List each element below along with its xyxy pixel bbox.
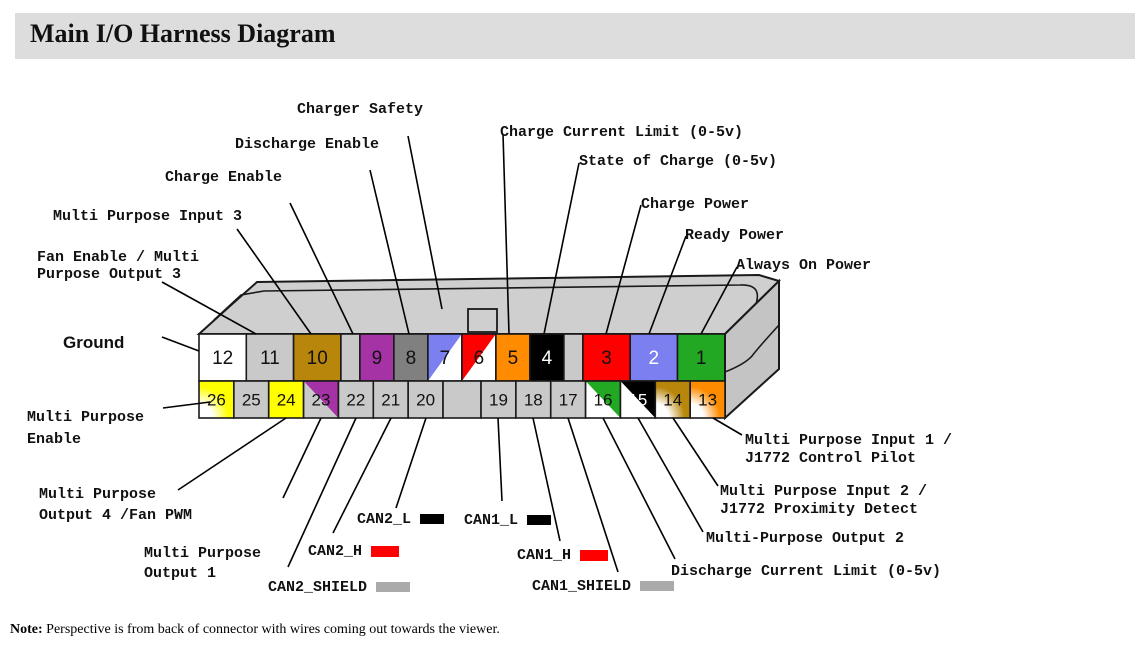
svg-text:20: 20 xyxy=(416,390,435,409)
svg-text:16: 16 xyxy=(594,390,613,409)
svg-text:21: 21 xyxy=(381,390,400,409)
svg-text:13: 13 xyxy=(698,390,717,409)
svg-text:19: 19 xyxy=(489,390,508,409)
svg-text:25: 25 xyxy=(242,390,261,409)
svg-text:8: 8 xyxy=(406,348,417,369)
svg-text:15: 15 xyxy=(628,390,647,409)
svg-text:6: 6 xyxy=(474,348,485,369)
svg-text:26: 26 xyxy=(207,390,226,409)
svg-text:5: 5 xyxy=(508,348,519,369)
svg-text:11: 11 xyxy=(260,348,280,369)
svg-text:22: 22 xyxy=(346,390,365,409)
svg-text:10: 10 xyxy=(307,348,328,369)
svg-text:24: 24 xyxy=(277,390,296,409)
svg-text:7: 7 xyxy=(440,348,451,369)
svg-text:1: 1 xyxy=(696,348,707,369)
svg-text:23: 23 xyxy=(312,390,331,409)
svg-text:18: 18 xyxy=(524,390,543,409)
svg-text:3: 3 xyxy=(601,348,612,369)
svg-text:17: 17 xyxy=(559,390,578,409)
svg-text:12: 12 xyxy=(212,348,233,369)
svg-text:14: 14 xyxy=(663,390,682,409)
svg-text:4: 4 xyxy=(542,348,553,369)
svg-text:9: 9 xyxy=(372,348,383,369)
svg-text:2: 2 xyxy=(649,348,660,369)
